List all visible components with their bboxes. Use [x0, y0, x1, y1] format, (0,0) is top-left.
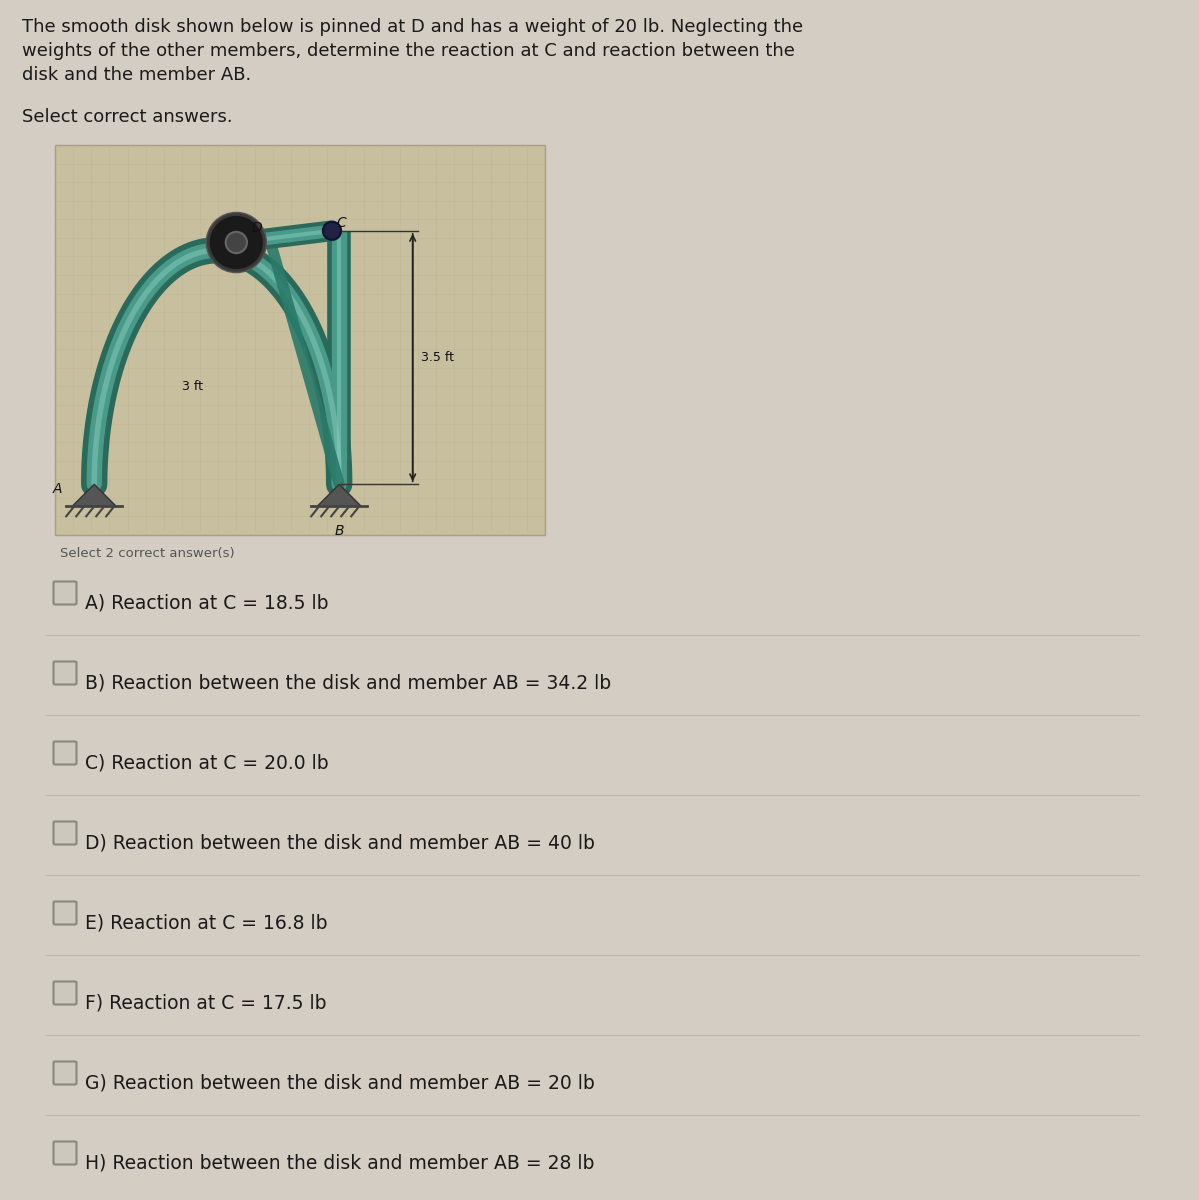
Text: 3.5 ft: 3.5 ft — [421, 352, 453, 364]
Text: weights of the other members, determine the reaction at C and reaction between t: weights of the other members, determine … — [22, 42, 795, 60]
FancyBboxPatch shape — [54, 661, 77, 684]
Text: D) Reaction between the disk and member AB = 40 lb: D) Reaction between the disk and member … — [85, 834, 595, 852]
Text: A) Reaction at C = 18.5 lb: A) Reaction at C = 18.5 lb — [85, 594, 329, 612]
Text: F) Reaction at C = 17.5 lb: F) Reaction at C = 17.5 lb — [85, 994, 326, 1013]
FancyBboxPatch shape — [54, 1062, 77, 1085]
FancyBboxPatch shape — [54, 982, 77, 1004]
Text: B: B — [335, 524, 344, 539]
Text: C) Reaction at C = 20.0 lb: C) Reaction at C = 20.0 lb — [85, 754, 329, 773]
FancyBboxPatch shape — [54, 742, 77, 764]
Text: A: A — [53, 482, 62, 497]
FancyBboxPatch shape — [54, 901, 77, 924]
FancyBboxPatch shape — [54, 1141, 77, 1164]
Text: E) Reaction at C = 16.8 lb: E) Reaction at C = 16.8 lb — [85, 913, 327, 932]
Text: D: D — [252, 221, 261, 234]
Text: G) Reaction between the disk and member AB = 20 lb: G) Reaction between the disk and member … — [85, 1074, 595, 1092]
Circle shape — [209, 215, 264, 270]
Text: Select correct answers.: Select correct answers. — [22, 108, 233, 126]
Text: 3 ft: 3 ft — [182, 380, 203, 394]
FancyBboxPatch shape — [54, 582, 77, 605]
Circle shape — [225, 232, 247, 253]
Text: Select 2 correct answer(s): Select 2 correct answer(s) — [60, 547, 235, 560]
Text: B) Reaction between the disk and member AB = 34.2 lb: B) Reaction between the disk and member … — [85, 673, 611, 692]
FancyBboxPatch shape — [54, 822, 77, 845]
Text: H) Reaction between the disk and member AB = 28 lb: H) Reaction between the disk and member … — [85, 1153, 595, 1172]
Circle shape — [323, 222, 341, 240]
Bar — [55, 145, 546, 535]
Polygon shape — [318, 485, 361, 506]
Polygon shape — [72, 485, 116, 506]
Text: disk and the member AB.: disk and the member AB. — [22, 66, 252, 84]
Text: C: C — [337, 216, 347, 229]
Text: The smooth disk shown below is pinned at D and has a weight of 20 lb. Neglecting: The smooth disk shown below is pinned at… — [22, 18, 803, 36]
